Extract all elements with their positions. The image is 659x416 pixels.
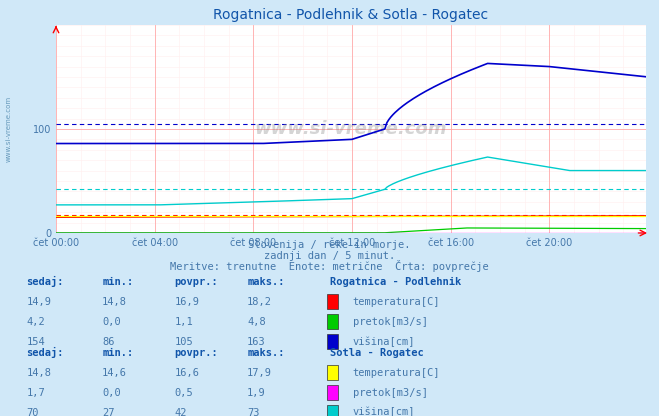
Text: 105: 105 <box>175 337 193 347</box>
Text: 16,6: 16,6 <box>175 368 200 378</box>
Text: 18,2: 18,2 <box>247 297 272 307</box>
Title: Rogatnica - Podlehnik & Sotla - Rogatec: Rogatnica - Podlehnik & Sotla - Rogatec <box>214 8 488 22</box>
Text: višina[cm]: višina[cm] <box>353 337 415 347</box>
Text: 0,0: 0,0 <box>102 317 121 327</box>
Text: min.:: min.: <box>102 348 133 358</box>
Text: sedaj:: sedaj: <box>26 347 64 358</box>
Text: temperatura[C]: temperatura[C] <box>353 368 440 378</box>
Text: 4,2: 4,2 <box>26 317 45 327</box>
Text: Rogatnica - Podlehnik: Rogatnica - Podlehnik <box>330 277 461 287</box>
Text: 1,7: 1,7 <box>26 388 45 398</box>
Text: maks.:: maks.: <box>247 277 285 287</box>
Text: sedaj:: sedaj: <box>26 276 64 287</box>
Text: 73: 73 <box>247 408 260 416</box>
Text: 70: 70 <box>26 408 39 416</box>
Text: 154: 154 <box>26 337 45 347</box>
Text: zadnji dan / 5 minut.: zadnji dan / 5 minut. <box>264 251 395 261</box>
Text: Sotla - Rogatec: Sotla - Rogatec <box>330 348 423 358</box>
Text: 27: 27 <box>102 408 115 416</box>
Text: min.:: min.: <box>102 277 133 287</box>
Text: 14,9: 14,9 <box>26 297 51 307</box>
Text: povpr.:: povpr.: <box>175 277 218 287</box>
Text: www.si-vreme.com: www.si-vreme.com <box>5 96 12 162</box>
Text: 14,8: 14,8 <box>102 297 127 307</box>
Text: Slovenija / reke in morje.: Slovenija / reke in morje. <box>248 240 411 250</box>
Text: 1,9: 1,9 <box>247 388 266 398</box>
Text: 16,9: 16,9 <box>175 297 200 307</box>
Text: 4,8: 4,8 <box>247 317 266 327</box>
Text: 17,9: 17,9 <box>247 368 272 378</box>
Text: višina[cm]: višina[cm] <box>353 407 415 416</box>
Text: pretok[m3/s]: pretok[m3/s] <box>353 317 428 327</box>
Text: 163: 163 <box>247 337 266 347</box>
Text: 14,8: 14,8 <box>26 368 51 378</box>
Text: temperatura[C]: temperatura[C] <box>353 297 440 307</box>
Text: 14,6: 14,6 <box>102 368 127 378</box>
Text: pretok[m3/s]: pretok[m3/s] <box>353 388 428 398</box>
Text: 0,0: 0,0 <box>102 388 121 398</box>
Text: povpr.:: povpr.: <box>175 348 218 358</box>
Text: 0,5: 0,5 <box>175 388 193 398</box>
Text: 42: 42 <box>175 408 187 416</box>
Text: Meritve: trenutne  Enote: metrične  Črta: povprečje: Meritve: trenutne Enote: metrične Črta: … <box>170 260 489 272</box>
Text: www.si-vreme.com: www.si-vreme.com <box>254 120 447 138</box>
Text: maks.:: maks.: <box>247 348 285 358</box>
Text: 86: 86 <box>102 337 115 347</box>
Text: 1,1: 1,1 <box>175 317 193 327</box>
